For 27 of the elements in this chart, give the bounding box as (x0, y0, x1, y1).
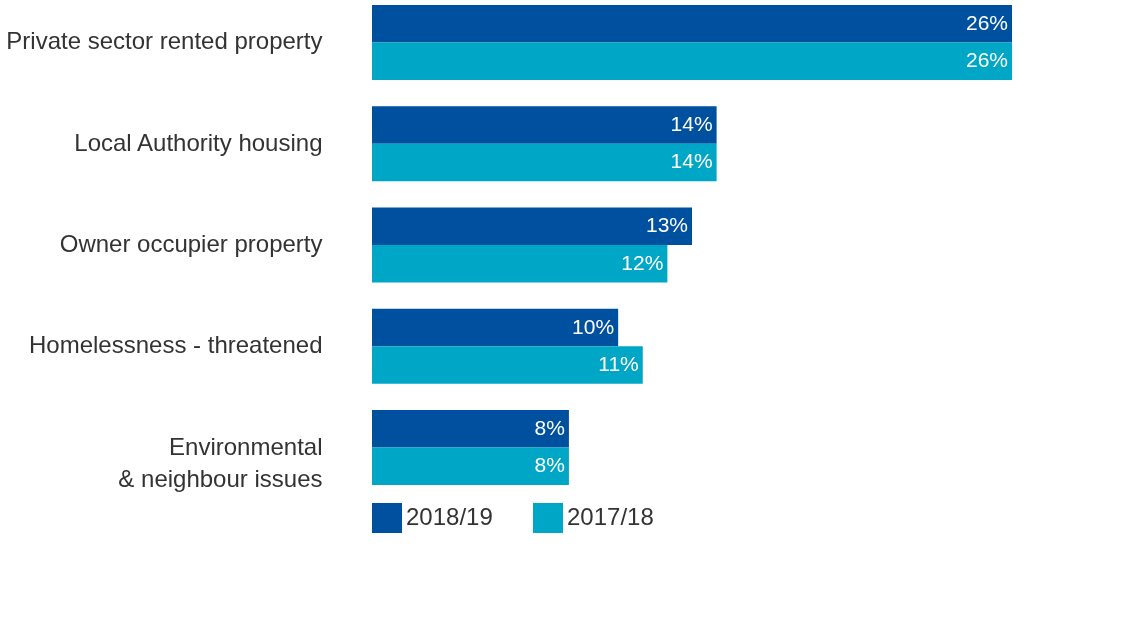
bar (372, 143, 717, 182)
y-tick-label: Homelessness - threatened (29, 331, 323, 359)
y-tick-label: Local Authority housing (74, 128, 323, 156)
bar (372, 245, 668, 283)
data-label: 26% (965, 10, 1008, 34)
y-tick-label: Owner occupier property (59, 230, 323, 257)
bar (372, 308, 619, 347)
bar (372, 346, 643, 384)
data-label: 14% (670, 149, 713, 173)
bar (372, 207, 692, 245)
bar (372, 447, 569, 485)
legend-label: 2017/18 (567, 503, 654, 530)
data-label: 10% (572, 314, 615, 338)
bar (372, 106, 717, 144)
data-label: 12% (621, 250, 664, 274)
y-tick-label: Environmental & neighbour issues (118, 432, 323, 492)
data-label: 11% (598, 352, 639, 375)
data-label: 13% (645, 213, 688, 237)
bar (372, 5, 1012, 43)
y-tick-label: Private sector rented property (6, 27, 323, 55)
legend-label: 2018/19 (406, 503, 493, 530)
bar (372, 42, 1012, 80)
data-label: 26% (965, 48, 1008, 72)
data-label: 8% (534, 415, 565, 439)
bar (372, 410, 569, 448)
data-label: 8% (534, 453, 565, 477)
data-label: 14% (670, 112, 713, 135)
